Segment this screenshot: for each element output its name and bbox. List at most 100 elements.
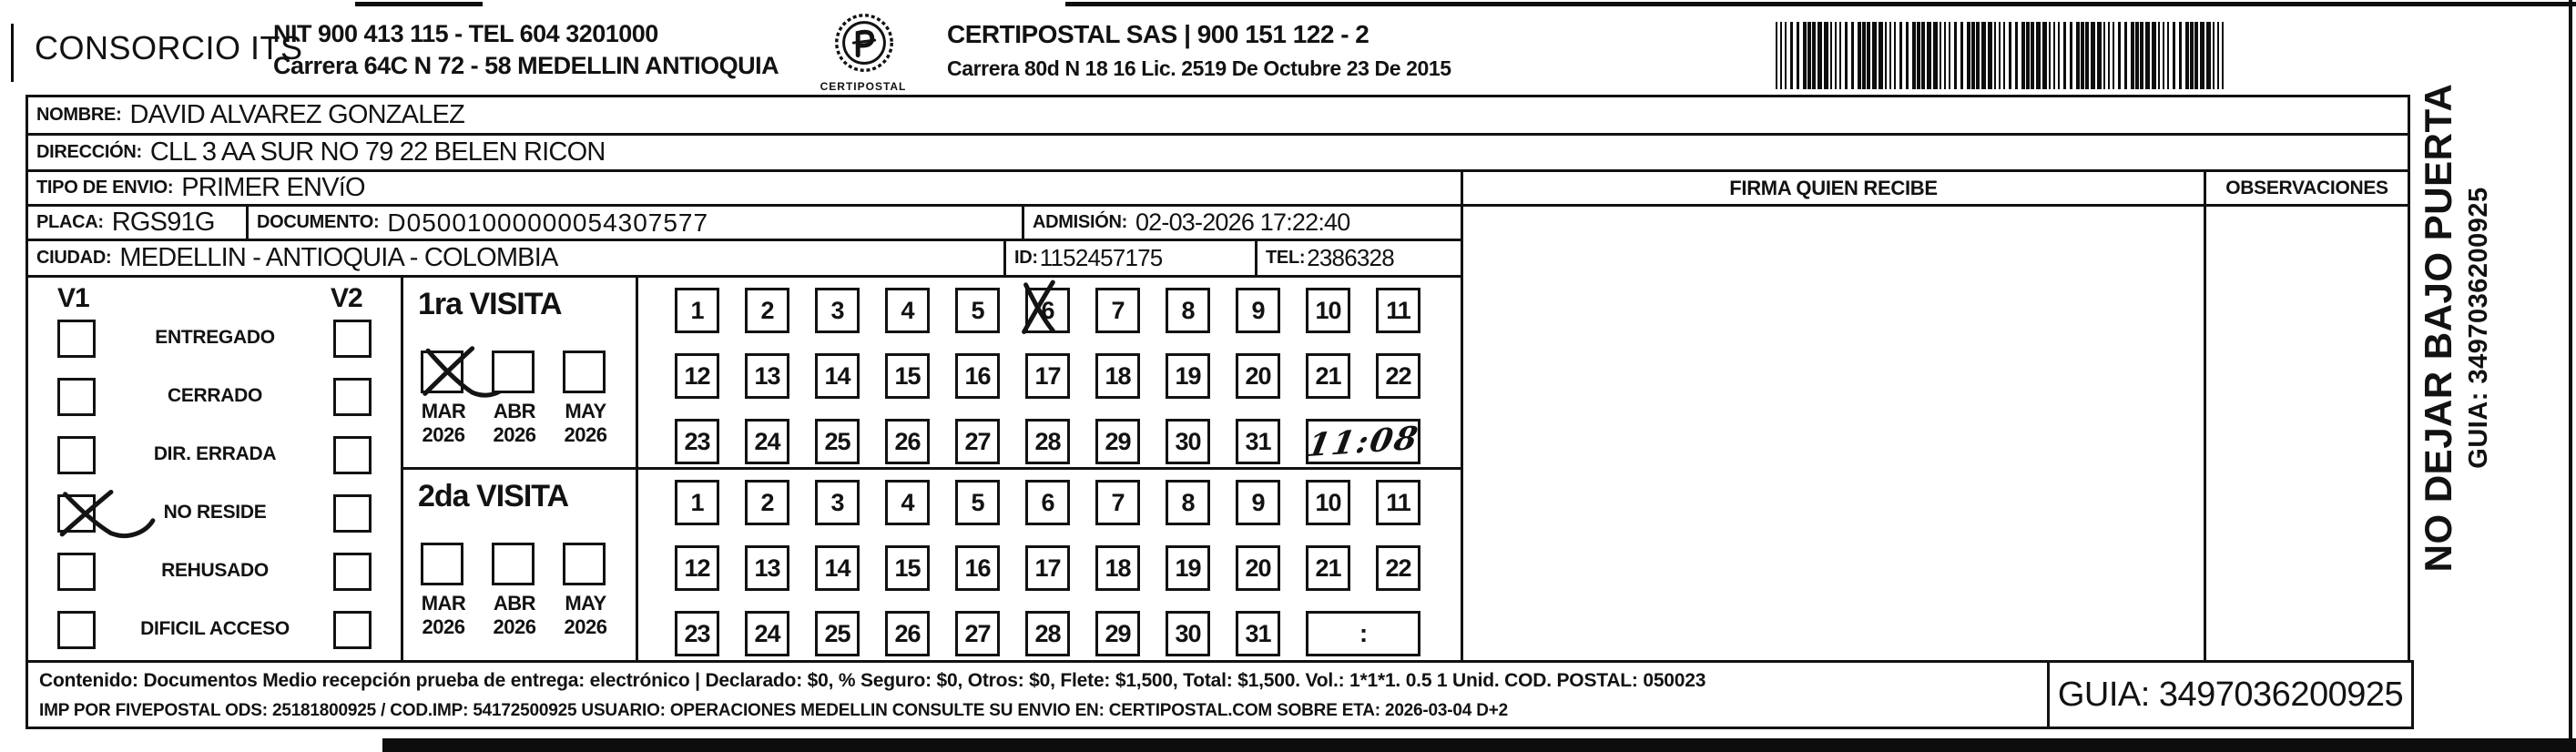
visit-1-day-6: 6 [1025,288,1070,333]
v2-checkbox-rehusado [333,553,372,591]
visit-2-day-21: 21 [1306,545,1350,591]
day-number: 14 [824,554,850,582]
visit-2-day-5: 5 [955,480,1000,525]
time-colon: : [1359,619,1368,647]
visit-1-month-checkbox-may [563,351,606,393]
observaciones-header: OBSERVACIONES [2204,169,2410,207]
row-ciudad: CIUDAD: MEDELLIN - ANTIOQUIA - COLOMBIA [25,239,1006,278]
visit-2-day-26: 26 [885,611,930,656]
v2-checkbox-cerrado [333,378,372,416]
visit-2-day-14: 14 [815,545,860,591]
visit-2-day-4: 4 [885,480,930,525]
visit-2-day-16: 16 [955,545,1000,591]
visit-2-month-checkbox-abr [492,543,535,585]
day-number: 12 [684,361,710,390]
day-number: 6 [1041,296,1054,324]
day-number: 15 [894,554,921,582]
visit-1-day-2: 2 [745,288,789,333]
visit-2-day-29: 29 [1095,611,1140,656]
day-number: 31 [1245,427,1271,455]
status-label-dir-errada: DIR. ERRADA [153,443,277,464]
visit-2-month-year: 2026 [422,615,465,638]
status-label-entregado: ENTREGADO [155,327,275,348]
day-number: 11 [1386,488,1411,516]
visit-2-day-2: 2 [745,480,789,525]
visit-2-day-7: 7 [1095,480,1140,525]
day-number: 9 [1251,296,1265,324]
day-number: 30 [1175,619,1201,647]
day-number: 2 [760,296,774,324]
visit-1-time-box: 11:08 [1304,419,1422,464]
visit-2-month-year: 2026 [564,615,607,638]
company-nit-line: NIT 900 413 115 - TEL 604 3201000 [273,20,658,47]
visit-1-month-year: 2026 [422,423,465,446]
company-name: CONSORCIO ITS [35,29,303,66]
visit-2-day-18: 18 [1095,545,1140,591]
v2-checkbox-dificil-acceso [333,611,372,649]
visit-2-day-11: 11 [1376,480,1420,525]
visit-2-day-6: 6 [1025,480,1070,525]
visit-1-day-16: 16 [955,353,1000,399]
documento-value: D05001000000054307577 [387,208,709,237]
visit-2-day-15: 15 [885,545,930,591]
visit-1-month-label: MAY [565,400,606,422]
day-number: 16 [964,361,991,390]
day-number: 5 [971,296,984,324]
visit-1-day-21: 21 [1306,353,1350,399]
id-label: ID: [1014,248,1038,268]
day-number: 29 [1105,619,1131,647]
visit-1-day-15: 15 [885,353,930,399]
day-number: 13 [754,554,780,582]
side-warning-text: NO DEJAR BAJO PUERTA [2416,83,2459,573]
day-number: 17 [1034,361,1061,390]
visit-1-day-12: 12 [675,353,719,399]
visit-2-day-22: 22 [1376,545,1420,591]
day-number: 14 [824,361,850,390]
visit-1-month-year: 2026 [493,423,536,446]
visit-1-day-11: 11 [1376,288,1420,333]
row-tel: TEL: 2386328 [1255,239,1463,278]
v2-checkbox-no-reside [333,494,372,533]
visit-1-day-1: 1 [675,288,719,333]
visit-1-day-19: 19 [1166,353,1210,399]
visit-1-month-label: ABR [493,400,536,422]
visit-1-day-9: 9 [1236,288,1280,333]
day-number: 8 [1181,296,1195,324]
day-number: 20 [1245,361,1271,390]
side-guia-text: GUIA: 3497036200925 [2463,187,2493,469]
visit-2-time-box: : [1306,611,1420,656]
visit-2-day-23: 23 [675,611,719,656]
day-number: 10 [1315,488,1341,516]
delivery-status-panel: V1 V2 ENTREGADO CERRADO DIR. ERRADA NO RESI… [25,275,403,663]
postal-address-line: Carrera 80d N 18 16 Lic. 2519 De Octubre… [947,56,1451,80]
ciudad-value: MEDELLIN - ANTIOQUIA - COLOMBIA [119,243,558,272]
day-number: 28 [1034,427,1061,455]
visit-1-day-28: 28 [1025,419,1070,464]
visit-1-day-29: 29 [1095,419,1140,464]
day-number: 18 [1105,361,1131,390]
guia-number-box: GUIA: 3497036200925 [2047,660,2414,729]
day-number: 23 [684,427,710,455]
status-label-rehusado: REHUSADO [161,560,269,581]
footer-content-line: Contenido: Documentos Medio recepción pr… [39,670,1706,691]
visit-2-day-3: 3 [815,480,860,525]
scan-artifact-top-left [355,2,483,6]
visit-2-month-checkbox-mar [421,543,463,585]
v1-column-header: V1 [57,283,90,313]
visit-1-day-20: 20 [1236,353,1280,399]
day-number: 21 [1315,361,1341,390]
day-number: 7 [1111,296,1125,324]
day-number: 26 [894,427,921,455]
day-number: 19 [1175,361,1201,390]
visit-1-day-30: 30 [1166,419,1210,464]
visit-1-day-31: 31 [1236,419,1280,464]
footer-imp-line: IMP POR FIVEPOSTAL ODS: 25181800925 / CO… [39,701,1508,720]
footer-summary-box: Contenido: Documentos Medio recepción pr… [25,660,2050,729]
scan-artifact-right-edge [2569,0,2572,752]
row-direccion: DIRECCIÓN: CLL 3 AA SUR NO 79 22 BELEN R… [25,133,2410,172]
firma-quien-recibe-area [1461,204,2206,663]
day-number: 1 [690,488,704,516]
day-number: 23 [684,619,710,647]
day-number: 25 [824,427,850,455]
